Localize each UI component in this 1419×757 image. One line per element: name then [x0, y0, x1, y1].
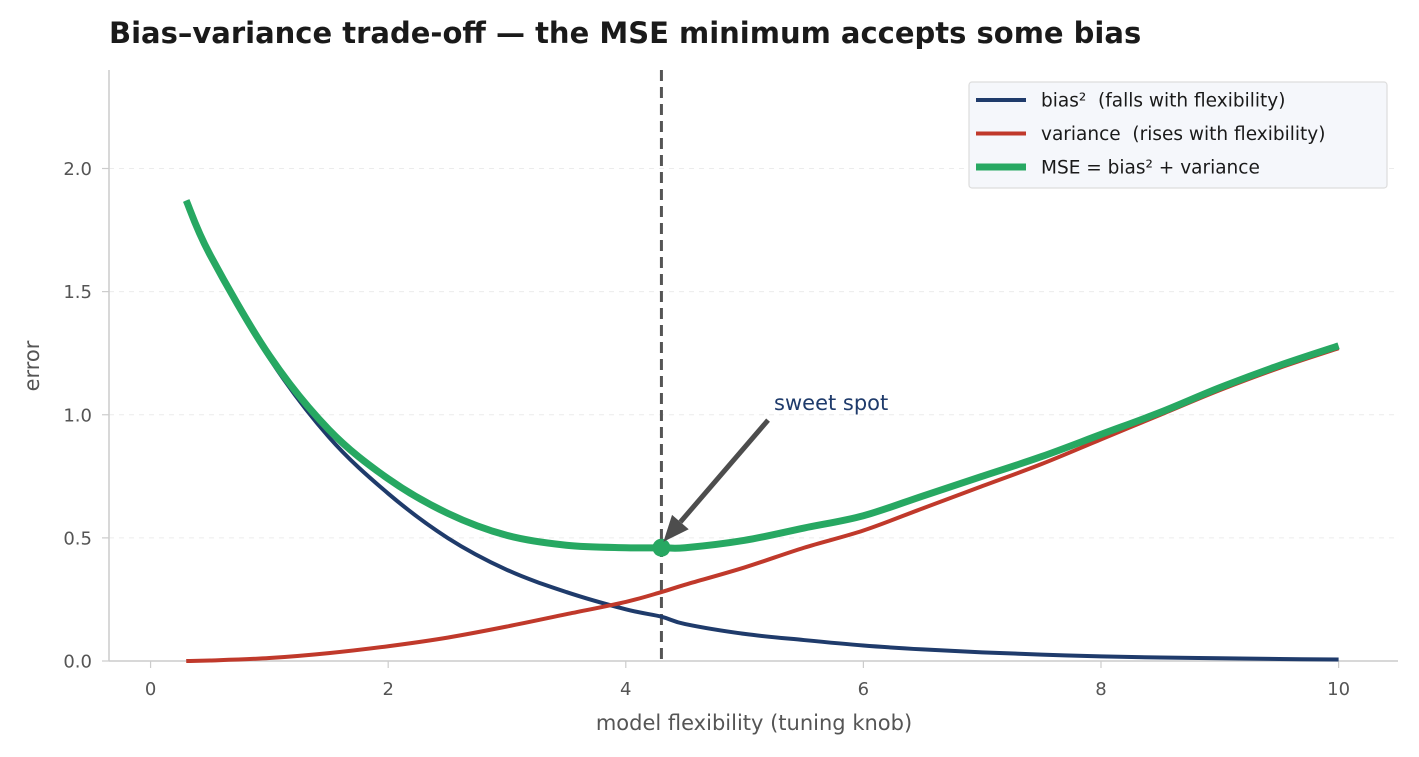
y-axis-label: error — [20, 340, 44, 391]
y-tick-label: 1.0 — [63, 405, 92, 426]
x-tick-label: 0 — [145, 679, 156, 700]
legend-box — [968, 81, 1388, 189]
series-lines — [182, 199, 1340, 663]
y-tick-label: 2.0 — [63, 159, 92, 180]
bias-squared-line — [184, 199, 1339, 662]
mse-line — [182, 199, 1340, 552]
variance-line — [186, 346, 1340, 663]
legend-variance-label: variance (rises with flexibility) — [1041, 124, 1325, 145]
x-tick-label: 2 — [382, 679, 393, 700]
optimum-marker — [652, 538, 671, 557]
x-axis-label: model flexibility (tuning knob) — [596, 711, 912, 735]
annotation-label: sweet spot — [774, 391, 888, 415]
x-tick-label: 8 — [1095, 679, 1106, 700]
legend: bias² (falls with flexibility) variance (… — [968, 81, 1388, 189]
y-ticks: 0.0 0.5 1.0 1.5 2.0 — [63, 159, 109, 673]
legend-bias-label: bias² (falls with flexibility) — [1041, 91, 1285, 112]
legend-mse-label: MSE = bias² + variance — [1041, 158, 1260, 179]
annotation-arrow — [663, 418, 770, 542]
chart-title: Bias–variance trade-off — the MSE minimu… — [109, 16, 1141, 50]
y-tick-label: 0.5 — [63, 528, 92, 549]
x-ticks: 0 2 4 6 8 10 — [145, 661, 1350, 700]
x-tick-label: 6 — [858, 679, 869, 700]
y-tick-label: 0.0 — [63, 652, 92, 673]
x-tick-label: 4 — [620, 679, 631, 700]
grid-lines — [109, 168, 1398, 539]
y-tick-label: 1.5 — [63, 282, 92, 303]
x-tick-label: 10 — [1327, 679, 1350, 700]
